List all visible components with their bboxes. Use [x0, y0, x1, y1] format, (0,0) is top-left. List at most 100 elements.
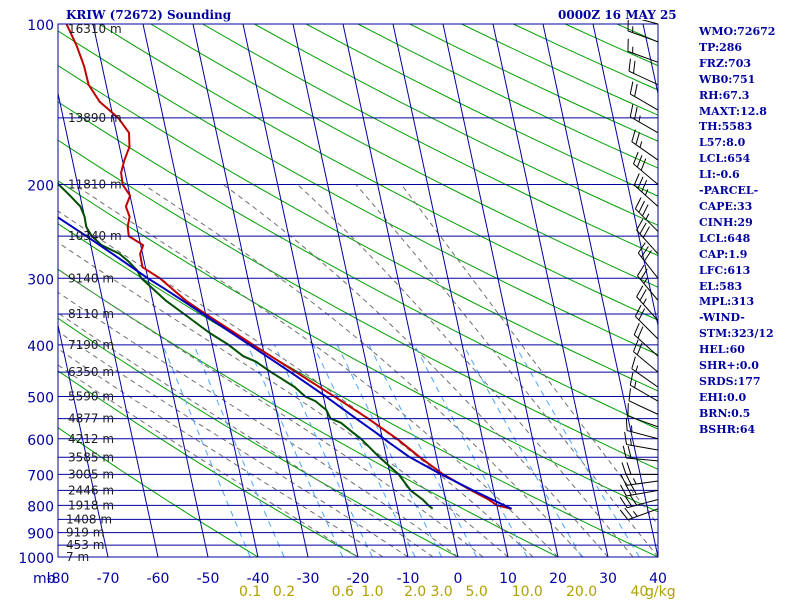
stability-index-item: SHR+:0.0	[699, 359, 759, 373]
wind-barb-flag	[619, 496, 628, 509]
pressure-unit-label: mb	[33, 571, 56, 587]
wind-barb	[633, 322, 659, 357]
height-label: 16310 m	[68, 22, 122, 36]
stability-index-item: WB0:751	[699, 72, 756, 86]
moist-adiabat	[74, 184, 559, 557]
mixing-ratio-label: 0.1	[239, 584, 261, 600]
wind-barb-flag	[628, 388, 631, 401]
stability-index-list: WMO:72672 TP:286 FRZ:703 WB0:751 RH:67.3 MAXT…	[699, 24, 775, 438]
height-label: 9140 m	[68, 271, 114, 285]
wind-barb-half-flag	[634, 381, 637, 388]
isotherm	[592, 24, 658, 328]
pressure-tick-label: 800	[27, 499, 54, 515]
temperature-tick-label: -80	[47, 571, 70, 587]
wind-barb	[633, 173, 659, 207]
wind-barb-staff	[633, 334, 659, 357]
wind-barb-flag	[626, 462, 632, 475]
height-label: 3585 m	[68, 450, 114, 464]
stability-index-item: -WIND-	[699, 311, 745, 325]
wind-barb-flag	[624, 495, 633, 507]
wind-barb-flag	[633, 339, 639, 352]
mixing-ratio-label: 3.0	[430, 584, 452, 600]
wind-barb-half-flag	[642, 298, 647, 305]
wind-barb-flag	[637, 242, 646, 254]
wind-barb-flag	[629, 104, 634, 117]
stability-index-item: HEL:60	[699, 343, 745, 357]
wind-barb-flag	[624, 507, 634, 519]
wind-barb-half-flag	[643, 277, 648, 284]
wind-barb-flag	[634, 84, 638, 97]
mixing-ratio-line	[193, 344, 285, 557]
mixing-ratio-label: 2.0	[404, 584, 426, 600]
wind-barb-flag	[619, 509, 629, 521]
wind-barb-staff	[628, 70, 659, 86]
wind-barb-half-flag	[645, 213, 650, 220]
wind-barb-staff	[637, 252, 659, 279]
isotherm	[192, 24, 309, 557]
wind-barb-flag	[640, 158, 647, 171]
wind-barb	[627, 20, 659, 43]
wind-barb-staff	[636, 296, 659, 321]
wind-barb	[637, 264, 659, 301]
wind-barb	[631, 356, 659, 388]
wind-barb-flag	[627, 446, 632, 459]
wind-barb	[628, 388, 659, 415]
wind-barb-flag	[629, 494, 638, 506]
wind-barb-flag	[625, 473, 632, 485]
wind-barb-staff	[633, 163, 659, 185]
temperature-tick-label: -20	[347, 571, 370, 587]
temperature-tick-label: 30	[599, 571, 617, 587]
wind-barb	[622, 445, 659, 462]
wind-barb	[641, 20, 659, 25]
height-label: 919 m	[66, 526, 104, 540]
stability-index-item: CAPE:33	[699, 199, 753, 213]
wind-barb-flag	[625, 417, 628, 431]
temperature-tick-label: -30	[297, 571, 320, 587]
wind-barb	[619, 494, 659, 509]
wind-barb-flag	[642, 226, 650, 238]
mixing-ratio-label: 20.0	[566, 584, 597, 600]
stability-index-item: SRDS:177	[699, 374, 761, 388]
temperature-tick-label: -40	[247, 571, 270, 587]
wind-barb-flag	[634, 106, 638, 120]
wind-barb-flag	[637, 264, 645, 277]
stability-index-item: -PARCEL-	[699, 184, 759, 198]
wind-barb-flag	[620, 484, 627, 497]
wind-barb	[620, 473, 659, 486]
isotherm	[58, 91, 159, 557]
stability-index-item: TP:286	[699, 40, 743, 54]
chart-title: KRIW (72672) Sounding	[66, 8, 232, 22]
wind-barb	[619, 507, 659, 521]
wind-barb-half-flag	[629, 439, 632, 446]
wind-barb-flag	[631, 129, 636, 142]
wind-barb-flag	[636, 218, 644, 231]
wind-barb-flag	[637, 176, 644, 189]
stability-index-item: MPL:313	[699, 295, 755, 309]
wind-barb-staff	[630, 93, 659, 111]
pressure-tick-label: 100	[27, 18, 54, 34]
mixing-ratio-label: 0.2	[273, 584, 295, 600]
wind-barb-flag	[640, 246, 649, 258]
wind-barb-flag	[634, 304, 642, 317]
height-label: 4212 m	[68, 432, 114, 446]
dewpoint-profile	[58, 181, 434, 510]
wind-barb-flag	[640, 268, 648, 280]
isotherm	[58, 322, 109, 557]
wind-barb-staff	[626, 480, 659, 486]
height-label: 1918 m	[68, 498, 114, 512]
wind-barb-half-flag	[639, 141, 643, 148]
wind-barb	[629, 81, 659, 111]
wind-barb-flag	[633, 322, 640, 335]
pressure-tick-label: 400	[27, 339, 54, 355]
wind-barb-staff	[630, 384, 659, 402]
wind-barb	[636, 285, 659, 321]
isotherm	[242, 24, 359, 557]
wind-barb-flag	[636, 285, 644, 297]
height-label: 10340 m	[68, 229, 122, 243]
wind-barb-staff	[626, 429, 659, 440]
wind-barb-staff	[626, 489, 659, 497]
moist-adiabat	[297, 184, 634, 557]
height-label: 4877 m	[68, 412, 114, 426]
height-label: 7 m	[66, 550, 89, 564]
wind-barb	[631, 129, 659, 161]
